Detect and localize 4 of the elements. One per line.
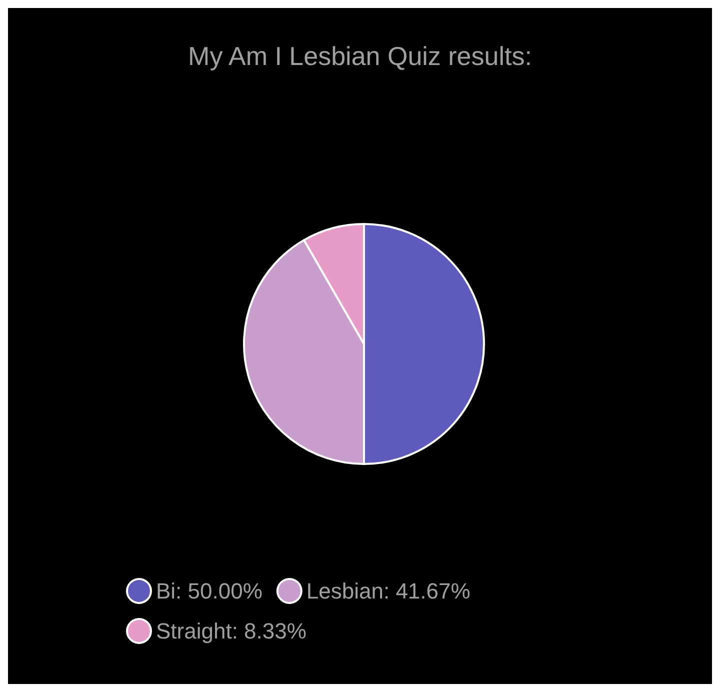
legend-label: Lesbian: 41.67% [306,578,470,604]
legend-label: Straight: 8.33% [156,618,306,644]
chart-title: My Am I Lesbian Quiz results: [188,41,532,71]
legend-label: Bi: 50.00% [156,578,262,604]
